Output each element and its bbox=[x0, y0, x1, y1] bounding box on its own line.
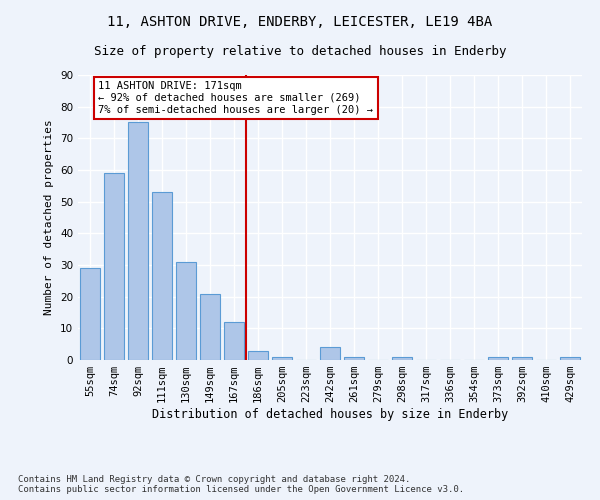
Y-axis label: Number of detached properties: Number of detached properties bbox=[44, 120, 55, 316]
Bar bbox=[392, 357, 412, 360]
Bar bbox=[344, 357, 364, 360]
Text: 11, ASHTON DRIVE, ENDERBY, LEICESTER, LE19 4BA: 11, ASHTON DRIVE, ENDERBY, LEICESTER, LE… bbox=[107, 15, 493, 29]
Text: Size of property relative to detached houses in Enderby: Size of property relative to detached ho… bbox=[94, 45, 506, 58]
Bar bbox=[512, 357, 532, 360]
Text: Contains HM Land Registry data © Crown copyright and database right 2024.
Contai: Contains HM Land Registry data © Crown c… bbox=[18, 475, 464, 494]
Bar bbox=[272, 357, 292, 360]
Bar bbox=[224, 322, 244, 360]
Bar bbox=[488, 357, 508, 360]
Bar bbox=[176, 262, 196, 360]
Bar bbox=[104, 173, 124, 360]
Bar bbox=[200, 294, 220, 360]
Text: 11 ASHTON DRIVE: 171sqm
← 92% of detached houses are smaller (269)
7% of semi-de: 11 ASHTON DRIVE: 171sqm ← 92% of detache… bbox=[98, 82, 373, 114]
Bar bbox=[128, 122, 148, 360]
Bar bbox=[320, 348, 340, 360]
Bar bbox=[80, 268, 100, 360]
X-axis label: Distribution of detached houses by size in Enderby: Distribution of detached houses by size … bbox=[152, 408, 508, 421]
Bar bbox=[152, 192, 172, 360]
Bar bbox=[560, 357, 580, 360]
Bar bbox=[248, 350, 268, 360]
